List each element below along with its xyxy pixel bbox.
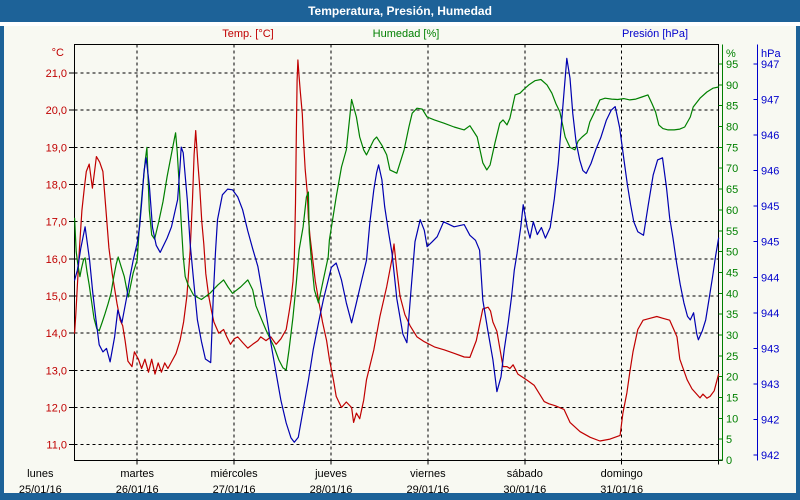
hum-tick-label: 85 (726, 101, 738, 113)
hum-tick-label: 5 (726, 434, 732, 446)
temp-tick-label: 21,0 (46, 68, 67, 80)
day-name-label: miércoles (211, 468, 259, 480)
hum-tick-label: 90 (726, 80, 738, 92)
day-name-label: martes (120, 468, 154, 480)
pres-tick-label: 943 (761, 379, 779, 391)
pres-axis-unit: hPa (761, 48, 781, 60)
plot-frame (74, 44, 719, 461)
hum-tick-label: 10 (726, 413, 738, 425)
hum-tick-label: 20 (726, 372, 738, 384)
day-name-label: jueves (314, 468, 347, 480)
pres-tick-label: 947 (761, 59, 779, 71)
day-name-label: lunes (27, 468, 54, 480)
legend-temperature: Temp. [°C] (222, 28, 274, 40)
day-name-label: sábado (507, 468, 543, 480)
day-date-label: 26/01/16 (116, 484, 159, 496)
pres-tick-label: 944 (761, 272, 779, 284)
temp-tick-label: 17,0 (46, 217, 67, 229)
hum-tick-label: 75 (726, 142, 738, 154)
pres-tick-label: 942 (761, 450, 779, 462)
day-date-label: 29/01/16 (406, 484, 449, 496)
hum-tick-label: 80 (726, 122, 738, 134)
day-date-label: 25/01/16 (19, 484, 62, 496)
hum-tick-label: 70 (726, 163, 738, 175)
pres-tick-label: 946 (761, 166, 779, 178)
pres-tick-label: 942 (761, 414, 779, 426)
hum-tick-label: 30 (726, 330, 738, 342)
temp-tick-label: 13,0 (46, 365, 67, 377)
pres-tick-label: 947 (761, 95, 779, 107)
temp-tick-label: 12,0 (46, 403, 67, 415)
hum-tick-label: 0 (726, 455, 732, 467)
temp-tick-label: 20,0 (46, 105, 67, 117)
day-date-label: 28/01/16 (310, 484, 353, 496)
temp-tick-label: 18,0 (46, 180, 67, 192)
day-name-label: viernes (410, 468, 446, 480)
temp-tick-label: 11,0 (46, 440, 67, 452)
temp-tick-label: 15,0 (46, 291, 67, 303)
window-title: Temperatura, Presión, Humedad (308, 4, 492, 18)
pres-tick-label: 945 (761, 201, 779, 213)
hum-tick-label: 55 (726, 226, 738, 238)
hum-tick-label: 15 (726, 392, 738, 404)
titlebar-separator (0, 22, 800, 26)
hum-tick-label: 35 (726, 309, 738, 321)
day-date-label: 27/01/16 (213, 484, 256, 496)
legend-humidity: Humedad [%] (372, 28, 440, 40)
hum-tick-label: 60 (726, 205, 738, 217)
pres-curve (73, 57, 720, 443)
chart-background (4, 26, 796, 493)
hum-tick-label: 25 (726, 351, 738, 363)
temp-tick-label: 14,0 (46, 328, 67, 340)
temp-curve (73, 59, 720, 442)
pres-tick-label: 943 (761, 343, 779, 355)
temp-axis-unit: °C (52, 47, 64, 59)
pres-tick-label: 946 (761, 130, 779, 142)
hum-tick-label: 50 (726, 247, 738, 259)
hum-axis-unit: % (726, 48, 736, 60)
hum-tick-label: 45 (726, 267, 738, 279)
day-name-label: domingo (601, 468, 643, 480)
day-date-label: 31/01/16 (600, 484, 643, 496)
hum-tick-label: 65 (726, 184, 738, 196)
temp-tick-label: 19,0 (46, 142, 67, 154)
pres-tick-label: 944 (761, 308, 779, 320)
temp-tick-label: 16,0 (46, 254, 67, 266)
legend-pressure: Presión [hPa] (621, 28, 689, 40)
title-bar[interactable]: Temperatura, Presión, Humedad (0, 0, 800, 22)
day-date-label: 30/01/16 (503, 484, 546, 496)
hum-tick-label: 95 (726, 59, 738, 71)
hum-curve (73, 78, 720, 371)
hum-tick-label: 40 (726, 288, 738, 300)
pres-tick-label: 945 (761, 237, 779, 249)
